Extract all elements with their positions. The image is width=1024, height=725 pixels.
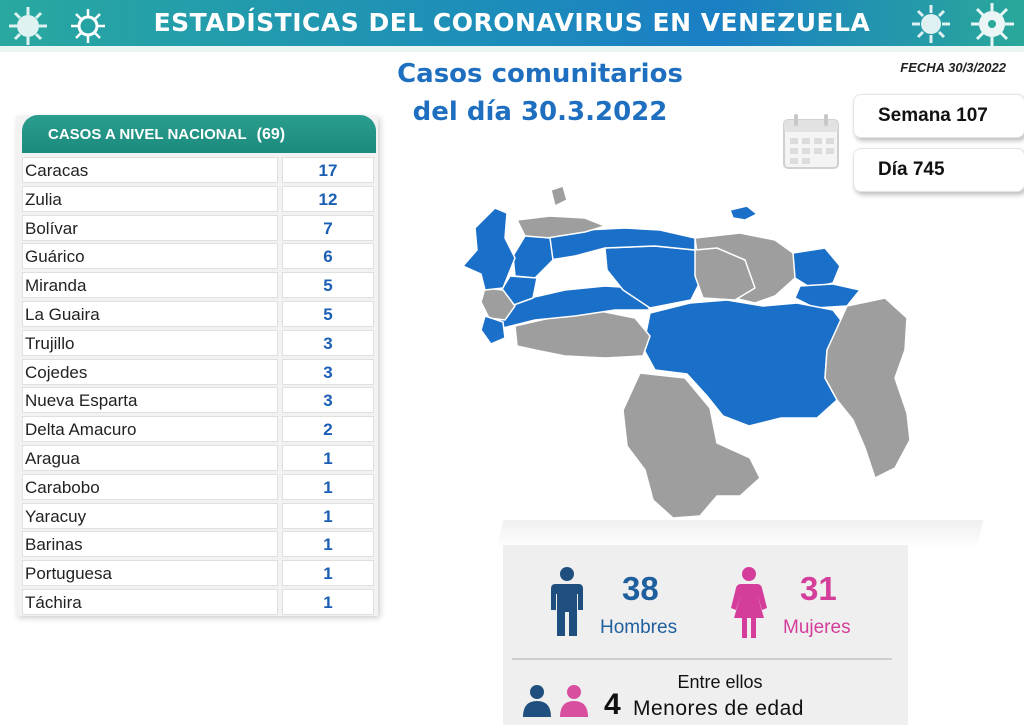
map-state-amazonas: [622, 372, 761, 519]
table-row: Táchira 1: [22, 588, 374, 617]
day-box: Día 745: [853, 148, 1024, 192]
state-name: Portuguesa: [22, 560, 278, 587]
subtitle: Casos comunitarios del día 30.3.2022: [380, 55, 700, 131]
state-cases: 1: [282, 473, 374, 500]
table-row: Delta Amacuro 2: [22, 415, 374, 444]
state-name: Táchira: [22, 588, 278, 615]
female-icon: [731, 567, 767, 638]
minors-count: 4: [604, 688, 621, 721]
subtitle-line1: Casos comunitarios: [397, 59, 683, 89]
state-name: Barinas: [22, 531, 278, 558]
table-row: Aragua 1: [22, 444, 374, 473]
state-cases: 1: [282, 588, 374, 615]
map-state-esequibo: [824, 297, 911, 479]
state-name: Trujillo: [22, 329, 278, 356]
week-box: Semana 107: [853, 94, 1024, 138]
table-row: Miranda 5: [22, 271, 374, 300]
state-cases: 7: [282, 214, 374, 241]
state-name: Nueva Esparta: [22, 387, 278, 414]
state-name: Caracas: [22, 157, 278, 183]
map-state-merida: [480, 287, 516, 321]
state-cases: 1: [282, 444, 374, 471]
entre-label: Entre ellos: [677, 672, 763, 692]
state-name: Yaracuy: [22, 502, 278, 529]
header-banner: ESTADÍSTICAS DEL CORONAVIRUS EN VENEZUEL…: [0, 0, 1024, 52]
table-row: Yaracuy 1: [22, 502, 374, 531]
virus-icon: [971, 3, 1014, 46]
page-title: ESTADÍSTICAS DEL CORONAVIRUS EN VENEZUEL…: [153, 8, 871, 37]
state-name: Cojedes: [22, 358, 278, 385]
state-name: Guárico: [22, 243, 278, 270]
date-label: FECHA 30/3/2022: [900, 60, 1006, 75]
state-cases: 17: [282, 157, 374, 183]
state-cases: 2: [282, 416, 374, 443]
map-state-nueva-esparta: [729, 205, 758, 221]
table-row: Trujillo 3: [22, 329, 374, 358]
table-row: Caracas 17: [22, 156, 374, 185]
state-name: La Guaira: [22, 300, 278, 327]
state-cases: 1: [282, 560, 374, 587]
child-icon: [523, 685, 551, 717]
table-row: Carabobo 1: [22, 473, 374, 502]
state-name: Aragua: [22, 444, 278, 471]
table-row: Zulia 12: [22, 185, 374, 214]
map-state-anzoategui: [694, 247, 756, 301]
state-name: Bolívar: [22, 214, 278, 241]
state-name: Carabobo: [22, 473, 278, 500]
subtitle-line2: del día 30.3.2022: [412, 97, 668, 127]
map-state-tachira: [480, 315, 506, 345]
table-row: La Guaira 5: [22, 300, 374, 329]
map-state-zulia: [462, 207, 516, 291]
table-row: Bolívar 7: [22, 214, 374, 243]
virus-icon: [71, 9, 105, 43]
table-row: Barinas 1: [22, 530, 374, 559]
stats-divider: [512, 658, 892, 660]
minors-label: Menores de edad: [633, 697, 804, 720]
map-state-lara: [512, 235, 554, 279]
female-label: Mujeres: [783, 617, 851, 638]
map-state-central: [544, 227, 696, 261]
state-cases: 3: [282, 387, 374, 414]
cases-table-title: CASOS A NIVEL NACIONAL: [48, 126, 247, 143]
state-cases: 3: [282, 329, 374, 356]
cases-total: (69): [256, 126, 286, 143]
state-cases: 5: [282, 300, 374, 327]
female-count: 31: [800, 570, 837, 607]
virus-icon: [912, 5, 950, 43]
virus-icon: [9, 7, 47, 45]
state-cases: 1: [282, 502, 374, 529]
state-cases: 1: [282, 531, 374, 558]
map-state-barinas: [494, 285, 651, 329]
venezuela-map: [462, 185, 911, 519]
state-cases: 6: [282, 243, 374, 270]
map-state-delta-amacuro: [792, 247, 841, 289]
state-cases: 5: [282, 272, 374, 299]
state-name: Delta Amacuro: [22, 416, 278, 443]
male-count: 38: [622, 570, 659, 607]
state-cases: 3: [282, 358, 374, 385]
child-icon: [560, 685, 588, 717]
map-state-paraguana: [550, 185, 568, 207]
state-name: Zulia: [22, 185, 278, 212]
cases-table: Caracas 17 Zulia 12 Bolívar 7 Guárico 6 Mira…: [22, 156, 374, 617]
header-strip: [0, 46, 1024, 52]
state-cases: 12: [282, 185, 374, 212]
calendar-icon: [783, 114, 839, 169]
table-row: Guárico 6: [22, 242, 374, 271]
table-row: Cojedes 3: [22, 358, 374, 387]
male-label: Hombres: [600, 617, 678, 638]
male-icon: [551, 567, 583, 636]
cases-table-header: CASOS A NIVEL NACIONAL (69): [22, 115, 376, 153]
table-row: Portuguesa 1: [22, 559, 374, 588]
table-row: Nueva Esparta 3: [22, 386, 374, 415]
state-name: Miranda: [22, 272, 278, 299]
